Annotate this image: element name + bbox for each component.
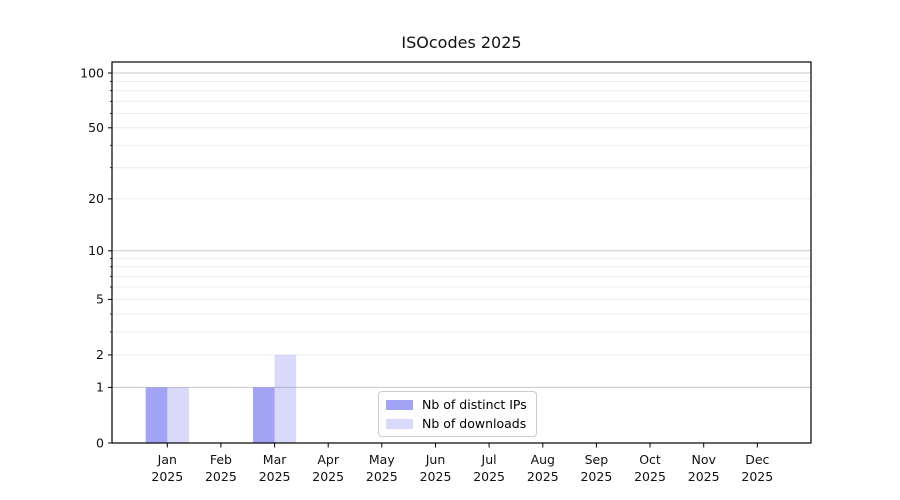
x-tick-label-year-feb: 2025 <box>205 469 237 484</box>
legend-label-downloads: Nb of downloads <box>422 416 527 431</box>
y-tick-label-1: 1 <box>96 380 104 395</box>
x-tick-label-year-aug: 2025 <box>527 469 559 484</box>
x-tick-label-year-jan: 2025 <box>151 469 183 484</box>
bar-downloads-jan <box>167 387 189 443</box>
y-tick-label-50: 50 <box>88 120 104 135</box>
y-tick-label-10: 10 <box>88 243 104 258</box>
x-tick-label-month-dec: Dec <box>745 452 769 467</box>
legend-item-downloads: Nb of downloads <box>386 416 527 431</box>
x-tick-label-month-aug: Aug <box>531 452 555 467</box>
legend-label-distinct-ips: Nb of distinct IPs <box>422 397 527 412</box>
x-tick-label-year-dec: 2025 <box>741 469 773 484</box>
y-tick-label-5: 5 <box>96 292 104 307</box>
legend-swatch-distinct-ips <box>386 399 413 410</box>
x-tick-label-month-jul: Jul <box>481 452 497 467</box>
x-tick-label-year-mar: 2025 <box>259 469 291 484</box>
legend-item-distinct-ips: Nb of distinct IPs <box>386 397 527 412</box>
x-tick-label-month-apr: Apr <box>317 452 339 467</box>
x-tick-label-month-jun: Jun <box>425 452 446 467</box>
chart-title: ISOcodes 2025 <box>401 33 522 52</box>
y-tick-label-100: 100 <box>80 65 104 80</box>
x-tick-label-year-apr: 2025 <box>312 469 344 484</box>
x-tick-label-month-nov: Nov <box>691 452 716 467</box>
x-tick-label-month-feb: Feb <box>210 452 232 467</box>
x-tick-label-year-may: 2025 <box>366 469 398 484</box>
y-tick-label-2: 2 <box>96 347 104 362</box>
x-tick-label-year-oct: 2025 <box>634 469 666 484</box>
x-tick-label-month-mar: Mar <box>263 452 287 467</box>
x-tick-label-year-jun: 2025 <box>420 469 452 484</box>
legend-swatch-downloads <box>386 418 413 429</box>
x-tick-label-month-jan: Jan <box>157 452 177 467</box>
x-tick-label-month-may: May <box>369 452 395 467</box>
bar-distinct-ips-jan <box>145 387 168 443</box>
y-tick-label-0: 0 <box>96 435 104 450</box>
x-tick-label-year-nov: 2025 <box>688 469 720 484</box>
plot-border <box>111 61 812 444</box>
legend: Nb of distinct IPs Nb of downloads <box>378 391 537 437</box>
y-tick-label-20: 20 <box>88 191 104 206</box>
x-tick-label-year-jul: 2025 <box>473 469 505 484</box>
x-tick-label-month-oct: Oct <box>639 452 661 467</box>
bar-downloads-mar <box>274 354 297 443</box>
x-tick-label-month-sep: Sep <box>585 452 609 467</box>
x-tick-label-year-sep: 2025 <box>580 469 612 484</box>
bar-distinct-ips-mar <box>253 387 275 443</box>
